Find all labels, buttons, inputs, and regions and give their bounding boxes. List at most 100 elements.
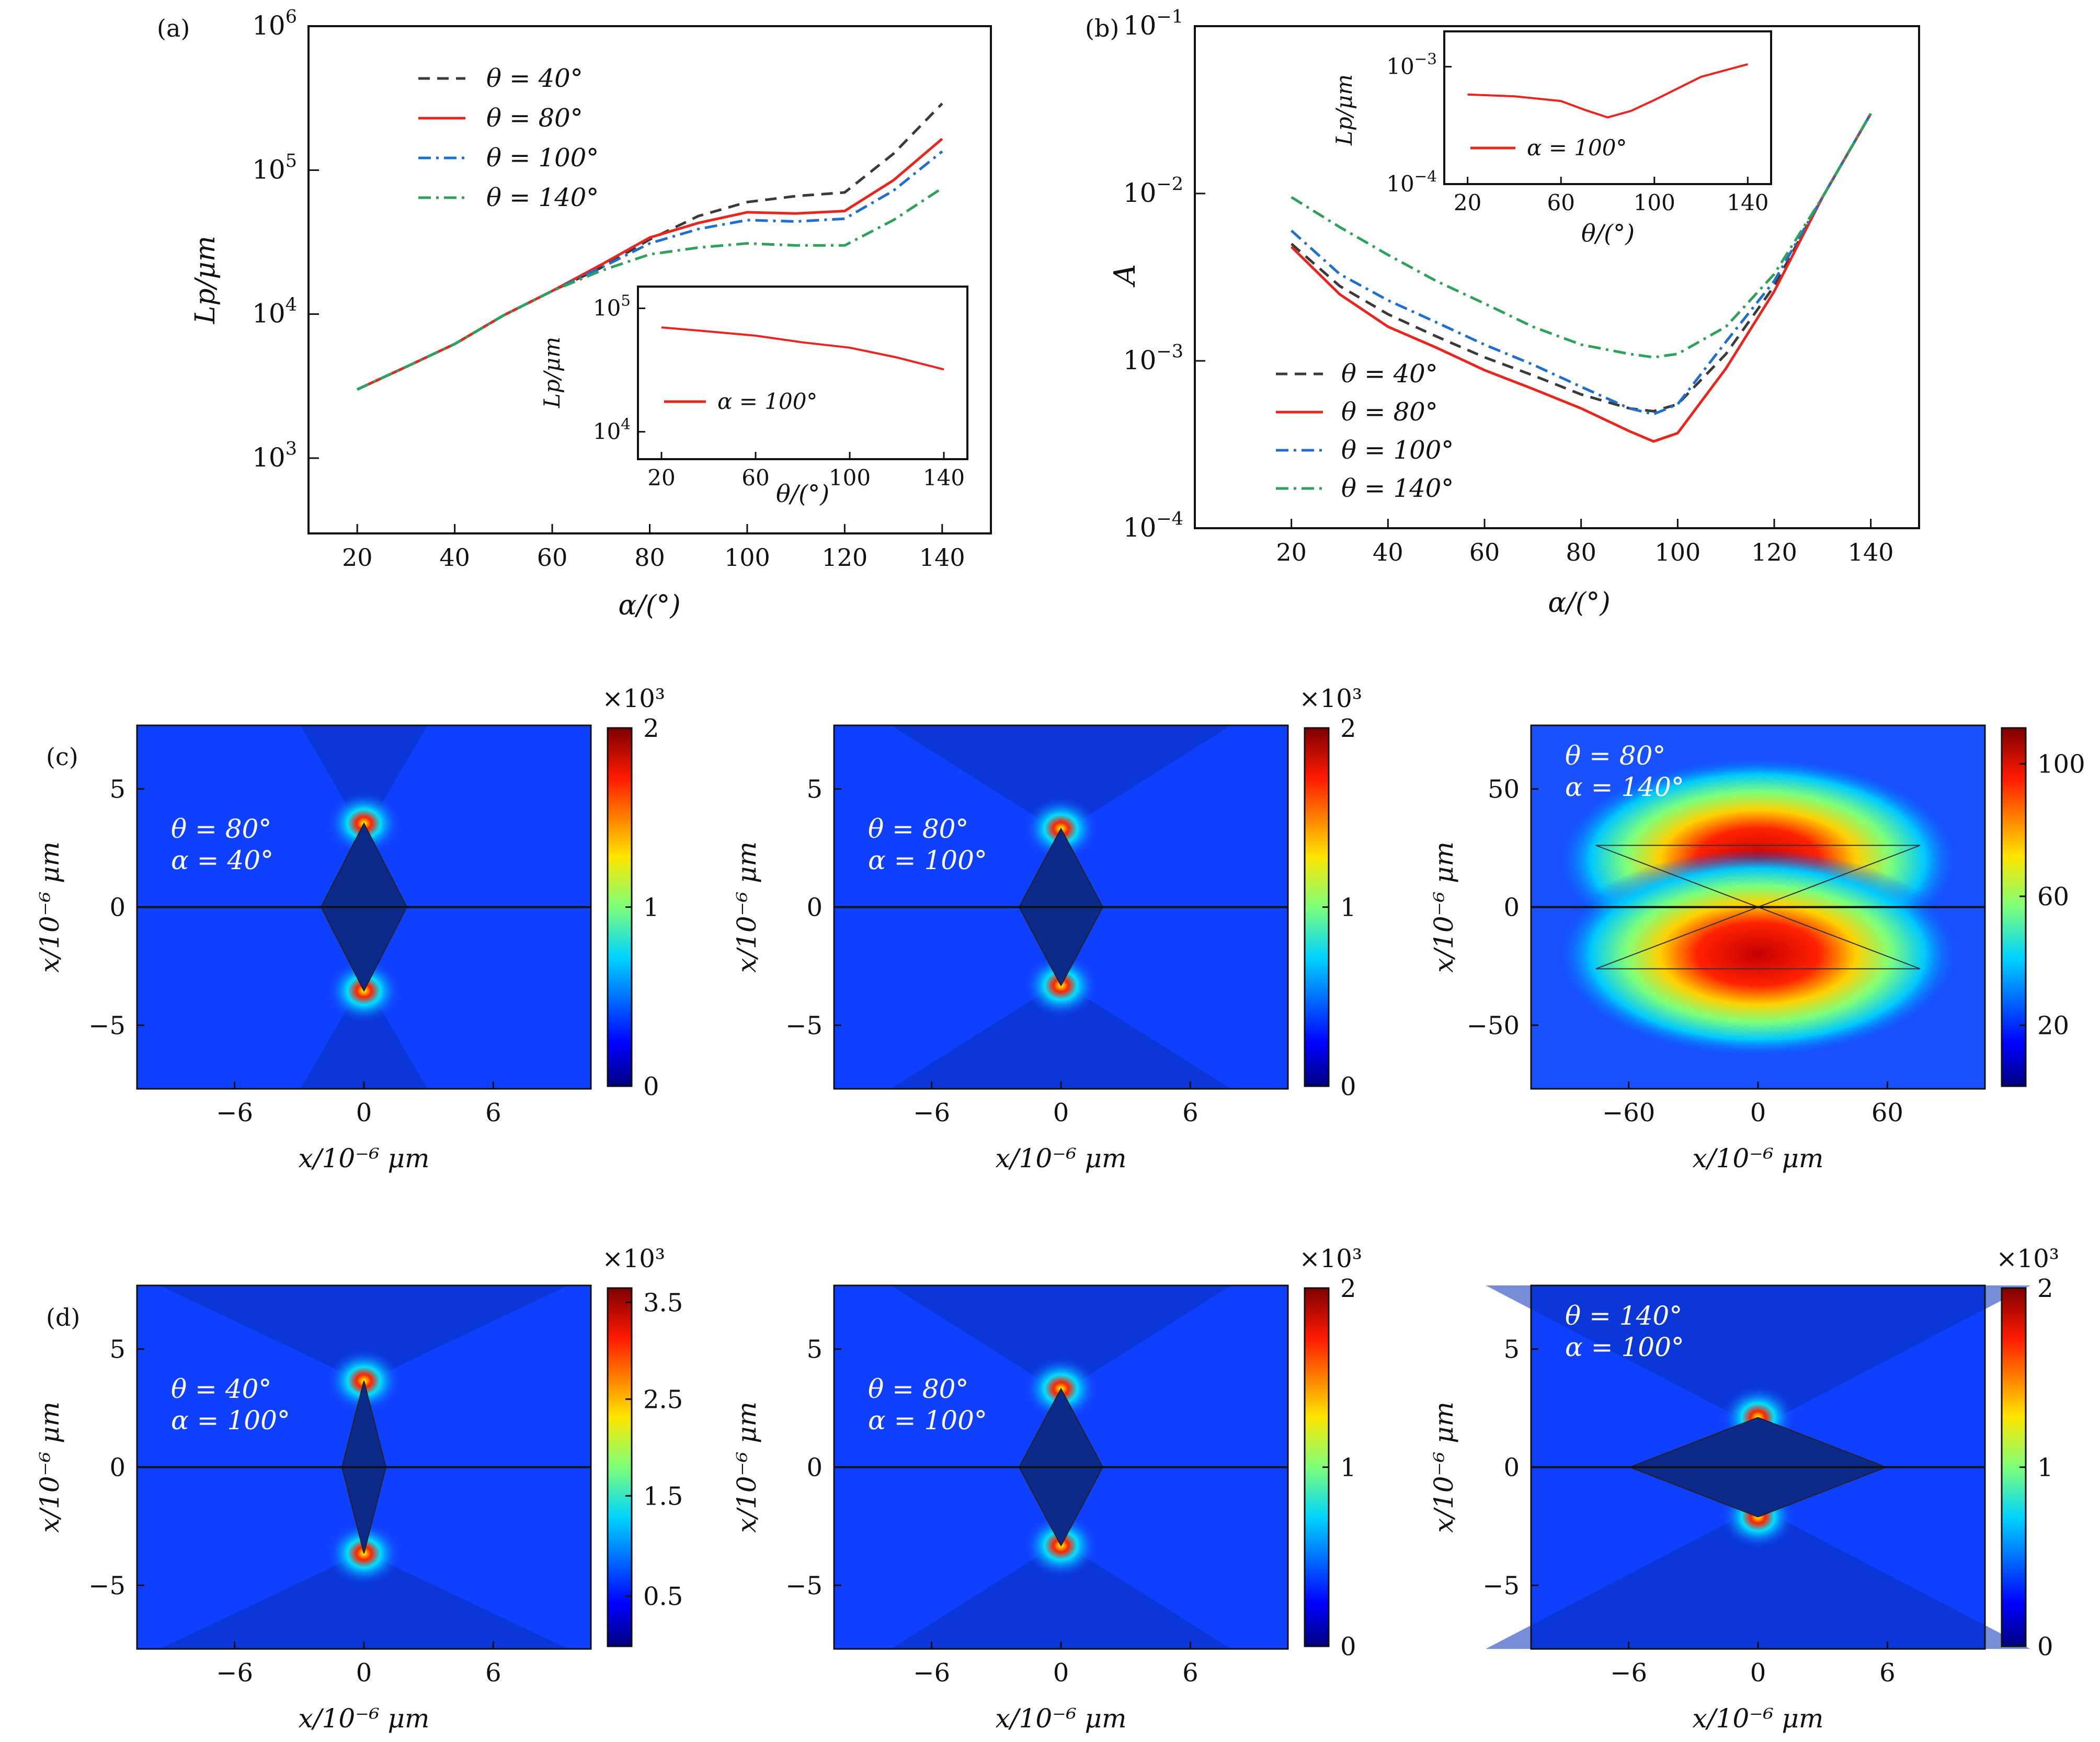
inset-x-tick-label: 20 <box>647 465 675 491</box>
panel-a-label: (a) <box>157 14 190 42</box>
panel-b-x-ticks: 20 40 60 80 100 120 140 <box>1276 519 1894 566</box>
legend-label-1: θ = 40° <box>486 64 583 93</box>
panel-b-axes-frame <box>1194 25 1920 529</box>
map-y-tick-label: 5 <box>109 1335 125 1364</box>
map-x-tick-label: 6 <box>485 1658 501 1688</box>
x-tick-label: 80 <box>634 543 665 572</box>
map-y-tick-label: 0 <box>109 1453 125 1483</box>
inset-y-tick-label: 10−3 <box>1386 50 1437 79</box>
legend-label-4: θ = 140° <box>486 183 599 212</box>
map-annotation-theta: θ = 80° <box>1565 741 1665 771</box>
y-tick-label: 106 <box>252 7 297 41</box>
panel-b-inset-x-label: θ/(°) <box>1581 219 1635 247</box>
colorbar-tick-label: 0 <box>643 1072 659 1101</box>
colorbar-tick-label: 2 <box>1340 714 1356 743</box>
x-tick-label: 60 <box>1469 538 1500 566</box>
lower-wedge <box>891 985 1231 1089</box>
map-y-tick-label: −50 <box>1467 1011 1520 1040</box>
map-annotation-alpha: α = 100° <box>171 1405 290 1436</box>
map-x-tick-label: −6 <box>216 1098 253 1128</box>
lower-wedge <box>159 1553 568 1649</box>
map-x-tick-label: 0 <box>1750 1658 1766 1688</box>
colorbar-tick-label: 2.5 <box>643 1385 683 1414</box>
panel-b-inset-ticks: 20 60 100 140 10−4 10−3 <box>1386 50 1768 215</box>
panel-b-inset-y-label: Lp/μm <box>1331 74 1357 146</box>
map-x-tick-label: −6 <box>216 1658 253 1688</box>
map-y-label: x/10⁻⁶ μm <box>732 841 762 973</box>
map-annotation-alpha: α = 100° <box>1565 1332 1684 1362</box>
legend-label-2: θ = 80° <box>486 104 583 133</box>
series-line-4 <box>1291 113 1872 359</box>
panel-b-label: (b) <box>1085 14 1119 42</box>
map-c2: θ = 80°α = 100° −6 0 6 5 0 −5 x/10⁻⁶ μm x/10⁻⁶ μ… <box>732 684 1362 1174</box>
map-d1: θ = 40°α = 100° −6 0 6 5 0 −5 x/10⁻⁶ μm x/10⁻⁶ μ… <box>35 1244 683 1734</box>
series-line-4 <box>357 187 943 391</box>
map-y-label: x/10⁻⁶ μm <box>1429 1402 1459 1533</box>
upper-wedge <box>891 1285 1231 1389</box>
panel-c-label: (c) <box>46 743 78 771</box>
map-annotation-alpha: α = 100° <box>868 845 987 875</box>
map-annotation-alpha: α = 100° <box>868 1405 987 1436</box>
map-y-label: x/10⁻⁶ μm <box>1429 841 1459 973</box>
x-tick-label: 80 <box>1566 538 1596 566</box>
map-x-label: x/10⁻⁶ μm <box>996 1143 1127 1174</box>
lower-wedge <box>300 990 428 1089</box>
x-tick-label: 120 <box>1751 538 1797 566</box>
inset-series-line <box>661 326 944 371</box>
map-y-tick-label: −5 <box>88 1011 125 1040</box>
map-x-label: x/10⁻⁶ μm <box>299 1143 430 1174</box>
upper-wedge <box>300 725 428 824</box>
colorbar-tick-label: 1 <box>1340 893 1356 923</box>
x-tick-label: 100 <box>724 543 770 572</box>
map-x-tick-label: 60 <box>1871 1098 1903 1128</box>
series-line-2 <box>1290 113 1872 443</box>
inset-x-tick-label: 60 <box>1547 190 1574 215</box>
map-annotation-theta: θ = 140° <box>1565 1301 1682 1331</box>
y-tick-label: 103 <box>252 439 297 473</box>
map-x-label: x/10⁻⁶ μm <box>996 1703 1127 1734</box>
legend-label-3: θ = 100° <box>1341 436 1454 465</box>
colorbar-tick-label: 20 <box>2037 1011 2069 1041</box>
colorbar <box>2001 727 2027 1087</box>
panel-b-series <box>1290 113 1872 443</box>
upper-wedge <box>1486 1285 2030 1418</box>
inset-x-tick-label: 140 <box>923 465 965 491</box>
upper-triangle <box>1595 845 1921 908</box>
y-tick-label: 10−1 <box>1123 7 1183 41</box>
x-tick-label: 100 <box>1654 538 1700 566</box>
map-annotation-theta: θ = 80° <box>171 814 271 844</box>
lower-wedge <box>891 1545 1231 1649</box>
colorbar-tick-label: 100 <box>2037 750 2085 779</box>
legend-label-3: θ = 100° <box>486 143 599 173</box>
colorbar-tick-label: 0.5 <box>643 1582 683 1611</box>
upper-wedge <box>159 1285 568 1381</box>
colorbar-tick-label: 0 <box>2037 1632 2053 1661</box>
legend-label-4: θ = 140° <box>1341 474 1454 503</box>
map-y-tick-label: 5 <box>806 775 823 804</box>
map-x-tick-label: 0 <box>356 1658 372 1688</box>
map-x-tick-label: 6 <box>1879 1658 1896 1688</box>
field-maps: θ = 80°α = 40°−6 0 650−5x/10⁻⁶ μmx/10⁻⁶ μm… <box>35 684 2085 1734</box>
series-line-3 <box>1291 113 1872 416</box>
panel-a-legend: θ = 40° θ = 80° θ = 100° θ = 140° <box>418 64 599 212</box>
map-y-tick-label: 0 <box>806 1453 823 1483</box>
legend-label-1: θ = 40° <box>1341 359 1438 389</box>
colorbar-tick-label: 1 <box>643 893 659 923</box>
x-tick-label: 20 <box>342 543 373 572</box>
map-y-tick-label: 5 <box>1503 1335 1520 1364</box>
x-tick-label: 140 <box>919 543 965 572</box>
map-y-tick-label: 5 <box>806 1335 823 1364</box>
inset-y-tick-label: 10−4 <box>1386 167 1437 197</box>
map-y-tick-label: 5 <box>109 775 125 804</box>
map-y-label: x/10⁻⁶ μm <box>35 841 65 973</box>
y-tick-label: 105 <box>252 151 297 185</box>
map-y-tick-label: −5 <box>88 1571 125 1600</box>
map-x-tick-label: 0 <box>1053 1658 1069 1688</box>
map-y-tick-label: −5 <box>785 1011 823 1040</box>
colorbar-tick-label: 0 <box>1340 1632 1356 1661</box>
y-tick-label: 10−4 <box>1123 509 1183 543</box>
inset-x-tick-label: 140 <box>1727 190 1768 215</box>
map-c1: θ = 80°α = 40° −6 0 6 5 0 −5 x/10⁻⁶ μm x/10⁻⁶ μm… <box>35 684 665 1174</box>
map-x-tick-label: 0 <box>1053 1098 1069 1128</box>
